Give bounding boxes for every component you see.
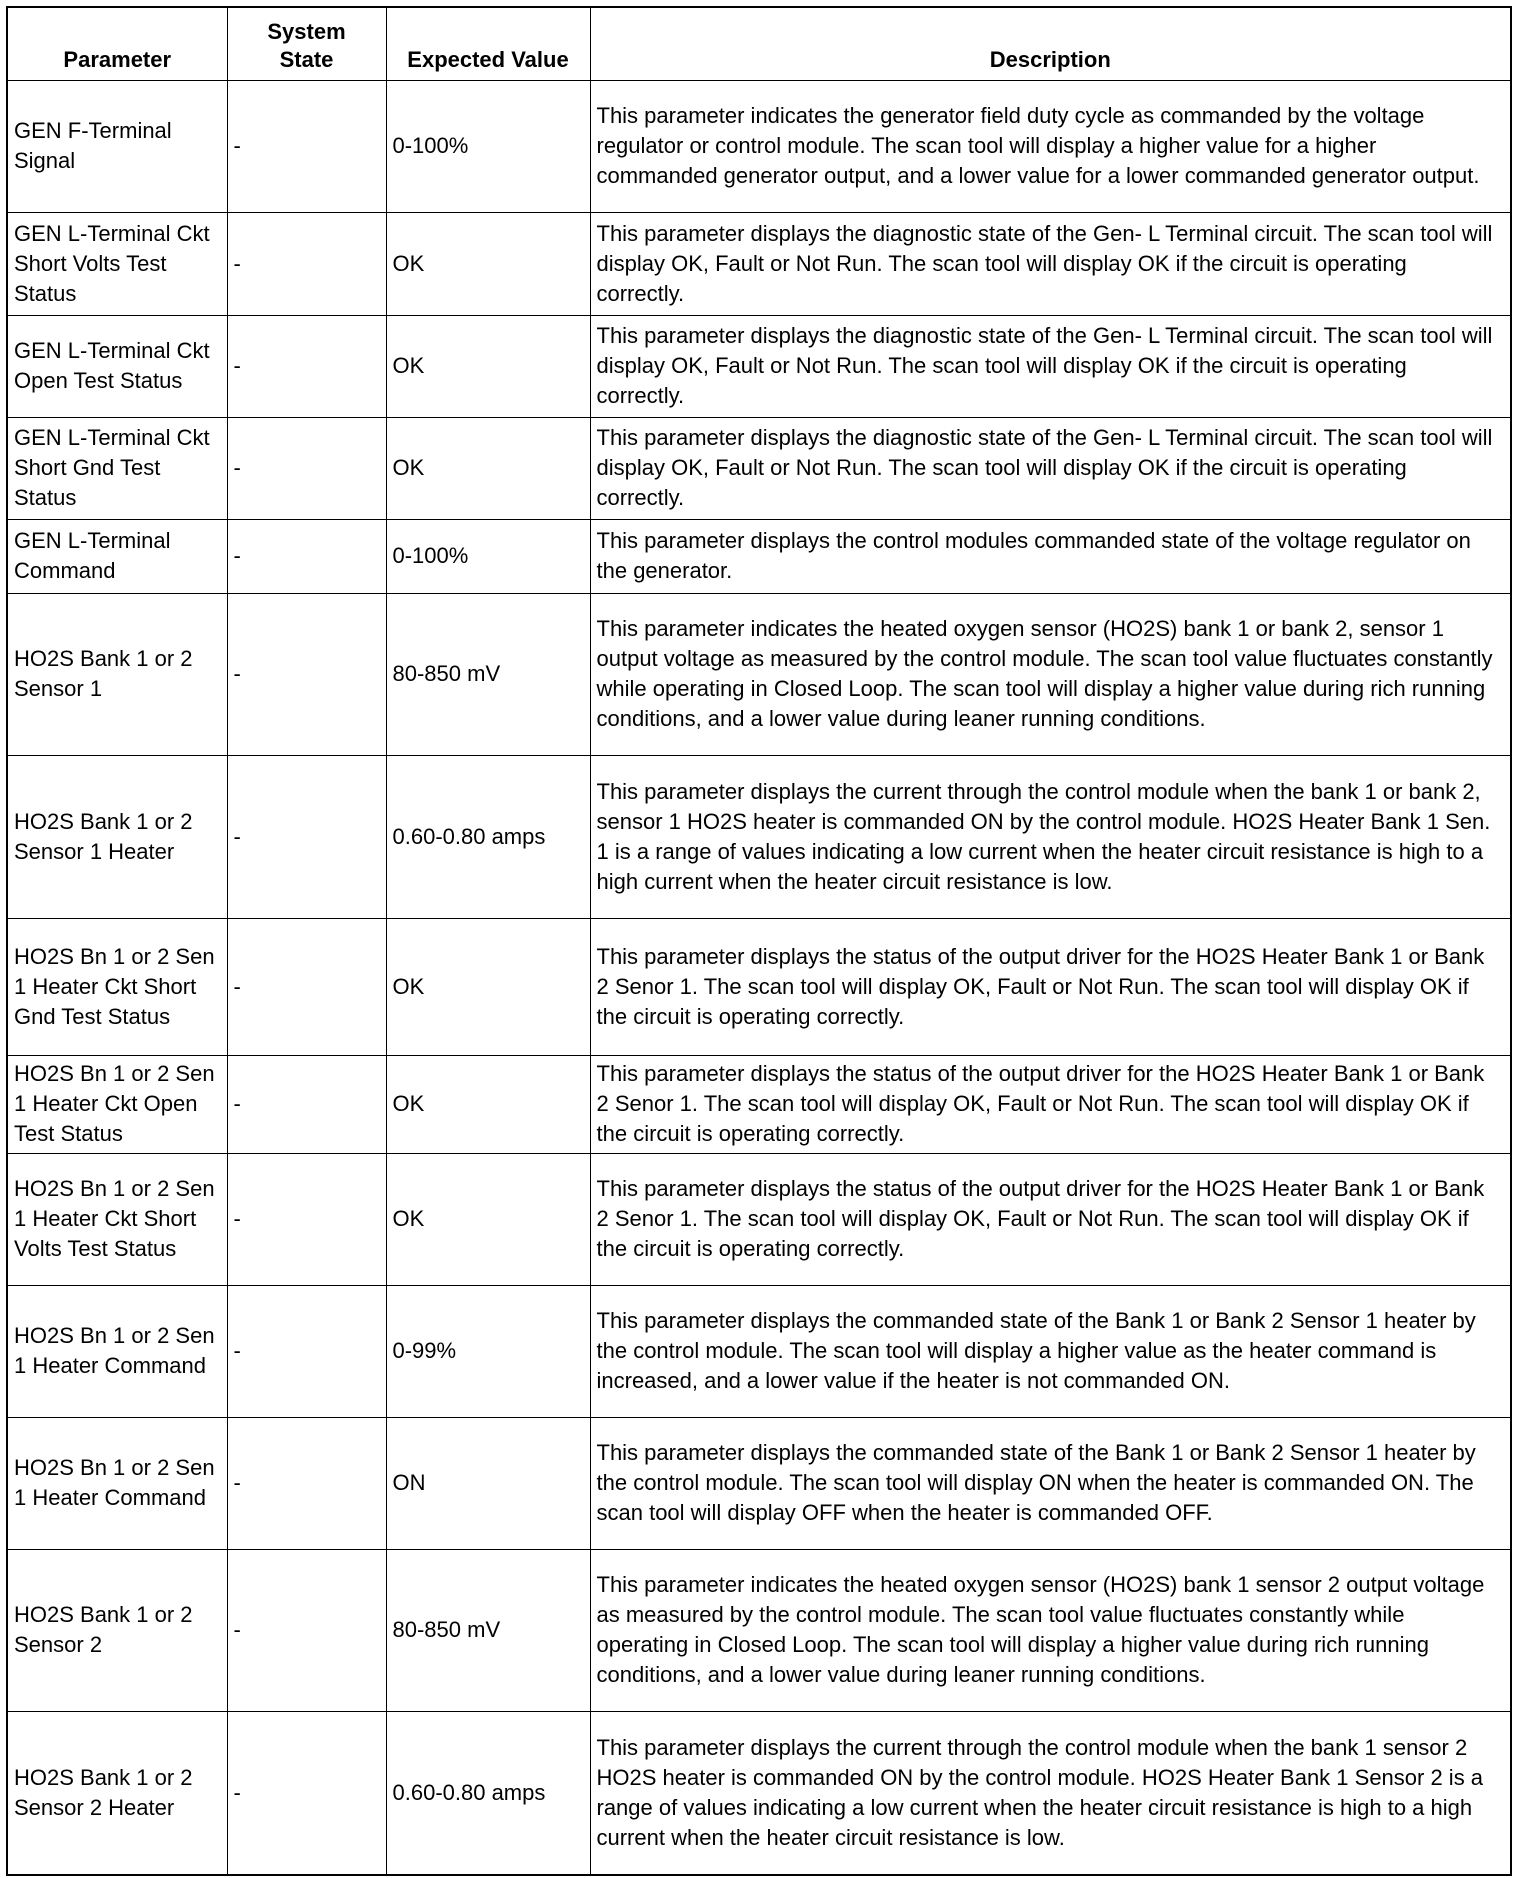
system-state-cell: - bbox=[226, 416, 387, 520]
header-system-state-label: System State bbox=[267, 18, 346, 72]
expected-value-cell: 80-850 mV bbox=[385, 592, 591, 756]
table-row: GEN F-Terminal Signal -0-100% This paramet… bbox=[6, 79, 1512, 213]
description-cell: This parameter displays the diagnostic s… bbox=[589, 211, 1512, 316]
parameter-cell: HO2S Bank 1 or 2 Sensor 1 Heater bbox=[6, 754, 228, 919]
system-state-cell: - bbox=[226, 1054, 387, 1154]
system-state-cell: - bbox=[226, 592, 387, 756]
parameter-cell: HO2S Bank 1 or 2 Sensor 1 bbox=[6, 592, 228, 756]
expected-value-cell: 0.60-0.80 amps bbox=[385, 1710, 591, 1876]
parameter-cell: GEN L-Terminal Ckt Open Test Status bbox=[6, 314, 228, 418]
header-system-state: System State bbox=[226, 6, 387, 81]
expected-value-cell: 80-850 mV bbox=[385, 1548, 591, 1712]
description-cell: This parameter displays the diagnostic s… bbox=[589, 314, 1512, 418]
system-state-cell: - bbox=[226, 917, 387, 1056]
system-state-cell: - bbox=[226, 79, 387, 213]
system-state-cell: - bbox=[226, 1710, 387, 1876]
header-row: Parameter System State Expected Value De… bbox=[6, 6, 1512, 81]
table-row: HO2S Bn 1 or 2 Sen 1 Heater Ckt Short Vo… bbox=[6, 1152, 1512, 1286]
description-cell: This parameter displays the status of th… bbox=[589, 917, 1512, 1056]
parameter-cell: GEN L-Terminal Command bbox=[6, 518, 228, 594]
header-parameter: Parameter bbox=[6, 6, 228, 81]
table-row: HO2S Bank 1 or 2 Sensor 2 Heater -0.60-0.… bbox=[6, 1710, 1512, 1876]
expected-value-cell: OK bbox=[385, 314, 591, 418]
parameter-cell: HO2S Bn 1 or 2 Sen 1 Heater Command bbox=[6, 1284, 228, 1418]
table-row: HO2S Bn 1 or 2 Sen 1 Heater Command - ON Th… bbox=[6, 1416, 1512, 1550]
parameter-cell: HO2S Bank 1 or 2 Sensor 2 Heater bbox=[6, 1710, 228, 1876]
system-state-cell: - bbox=[226, 1548, 387, 1712]
description-cell: This parameter indicates the heated oxyg… bbox=[589, 592, 1512, 756]
description-cell: This parameter displays the control modu… bbox=[589, 518, 1512, 594]
description-cell: This parameter displays the current thro… bbox=[589, 754, 1512, 919]
parameter-cell: GEN L-Terminal Ckt Short Volts Test Stat… bbox=[6, 211, 228, 316]
description-cell: This parameter displays the status of th… bbox=[589, 1054, 1512, 1154]
header-description: Description bbox=[589, 6, 1512, 81]
system-state-cell: - bbox=[226, 1152, 387, 1286]
expected-value-cell: OK bbox=[385, 1054, 591, 1154]
table-row: GEN L-Terminal Ckt Short Volts Test Stat… bbox=[6, 211, 1512, 316]
expected-value-cell: 0-100% bbox=[385, 79, 591, 213]
expected-value-cell: 0.60-0.80 amps bbox=[385, 754, 591, 919]
description-cell: This parameter displays the diagnostic s… bbox=[589, 416, 1512, 520]
header-expected-value: Expected Value bbox=[385, 6, 591, 81]
table-row: HO2S Bn 1 or 2 Sen 1 Heater Command -0-99… bbox=[6, 1284, 1512, 1418]
table-row: HO2S Bn 1 or 2 Sen 1 Heater Ckt Open Tes… bbox=[6, 1054, 1512, 1154]
expected-value-cell: 0-99% bbox=[385, 1284, 591, 1418]
description-cell: This parameter indicates the generator f… bbox=[589, 79, 1512, 213]
system-state-cell: - bbox=[226, 211, 387, 316]
description-cell: This parameter displays the commanded st… bbox=[589, 1284, 1512, 1418]
expected-value-cell: 0-100% bbox=[385, 518, 591, 594]
expected-value-cell: OK bbox=[385, 1152, 591, 1286]
expected-value-cell: ON bbox=[385, 1416, 591, 1550]
expected-value-cell: OK bbox=[385, 416, 591, 520]
expected-value-cell: OK bbox=[385, 917, 591, 1056]
system-state-cell: - bbox=[226, 1416, 387, 1550]
parameter-cell: GEN L-Terminal Ckt Short Gnd Test Status bbox=[6, 416, 228, 520]
table-row: HO2S Bank 1 or 2 Sensor 1 Heater -0.60-0.… bbox=[6, 754, 1512, 919]
description-cell: This parameter displays the status of th… bbox=[589, 1152, 1512, 1286]
table-row: HO2S Bn 1 or 2 Sen 1 Heater Ckt Short Gn… bbox=[6, 917, 1512, 1056]
description-cell: This parameter indicates the heated oxyg… bbox=[589, 1548, 1512, 1712]
parameter-cell: HO2S Bn 1 or 2 Sen 1 Heater Ckt Short Gn… bbox=[6, 917, 228, 1056]
parameter-table: Parameter System State Expected Value De… bbox=[6, 6, 1512, 1876]
system-state-cell: - bbox=[226, 754, 387, 919]
system-state-cell: - bbox=[226, 1284, 387, 1418]
expected-value-cell: OK bbox=[385, 211, 591, 316]
parameter-cell: HO2S Bn 1 or 2 Sen 1 Heater Ckt Open Tes… bbox=[6, 1054, 228, 1154]
table-row: HO2S Bank 1 or 2 Sensor 2-80-850 mV This … bbox=[6, 1548, 1512, 1712]
parameter-cell: GEN F-Terminal Signal bbox=[6, 79, 228, 213]
parameter-cell: HO2S Bn 1 or 2 Sen 1 Heater Ckt Short Vo… bbox=[6, 1152, 228, 1286]
system-state-cell: - bbox=[226, 518, 387, 594]
parameter-cell: HO2S Bn 1 or 2 Sen 1 Heater Command bbox=[6, 1416, 228, 1550]
table-row: GEN L-Terminal Command -0-100% This parame… bbox=[6, 518, 1512, 594]
system-state-cell: - bbox=[226, 314, 387, 418]
description-cell: This parameter displays the current thro… bbox=[589, 1710, 1512, 1876]
description-cell: This parameter displays the commanded st… bbox=[589, 1416, 1512, 1550]
table-row: GEN L-Terminal Ckt Open Test Status - OK Th… bbox=[6, 314, 1512, 418]
table-row: GEN L-Terminal Ckt Short Gnd Test Status… bbox=[6, 416, 1512, 520]
table-row: HO2S Bank 1 or 2 Sensor 1-80-850 mV This … bbox=[6, 592, 1512, 756]
parameter-cell: HO2S Bank 1 or 2 Sensor 2 bbox=[6, 1548, 228, 1712]
